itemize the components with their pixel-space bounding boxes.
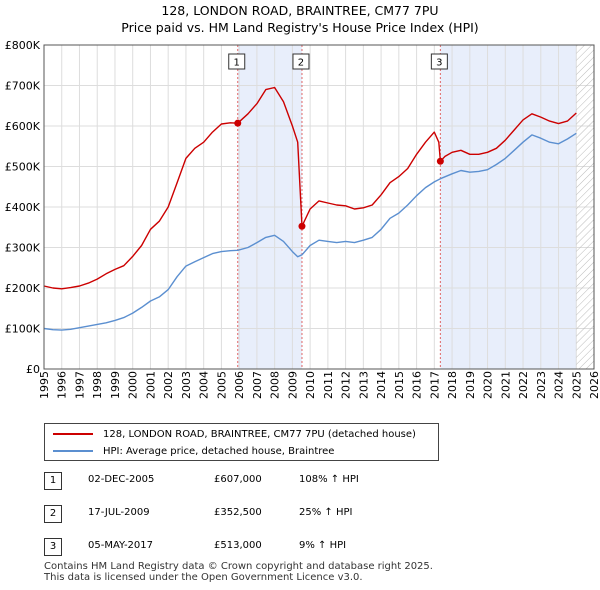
x-tick-label: 2003 (180, 371, 193, 399)
transaction-hpi-diff: 25% ↑ HPI (299, 507, 353, 518)
transaction-badge: 3 (44, 538, 62, 556)
chart-subtitle: Price paid vs. HM Land Registry's House … (121, 20, 479, 35)
x-tick-label: 2014 (375, 371, 388, 399)
y-tick-label: £300K (5, 242, 41, 255)
x-tick-label: 2006 (233, 371, 246, 399)
x-tick-label: 2018 (446, 371, 459, 399)
table-row: 2 17-JUL-2009 £352,500 25% ↑ HPI (44, 505, 444, 525)
y-tick-label: £500K (5, 161, 41, 174)
x-tick-label: 2016 (411, 371, 424, 399)
transaction-price: £513,000 (214, 540, 262, 551)
legend: 128, LONDON ROAD, BRAINTREE, CM77 7PU (d… (44, 423, 439, 461)
legend-hpi-label: HPI: Average price, detached house, Brai… (103, 445, 335, 457)
x-tick-label: 2015 (393, 371, 406, 399)
transaction-date: 17-JUL-2009 (88, 507, 150, 518)
x-tick-label: 2022 (517, 371, 530, 399)
x-tick-label: 2025 (570, 371, 583, 399)
footer-license: This data is licensed under the Open Gov… (44, 572, 363, 583)
transaction-marker-box (292, 53, 310, 70)
footer-copyright: Contains HM Land Registry data © Crown c… (44, 561, 433, 572)
transaction-marker-label: 1 (234, 58, 240, 69)
x-tick-label: 2019 (464, 371, 477, 399)
transaction-point (298, 222, 306, 230)
x-tick-label: 2011 (322, 371, 335, 399)
plot-frame (43, 44, 595, 370)
legend-item-price: 128, LONDON ROAD, BRAINTREE, CM77 7PU (d… (53, 425, 416, 443)
y-tick-label: £200K (5, 282, 41, 295)
x-tick-label: 2024 (553, 371, 566, 399)
x-tick-label: 2004 (198, 371, 211, 399)
transaction-price: £352,500 (214, 507, 262, 518)
x-tick-label: 1997 (73, 371, 86, 399)
x-tick-label: 2000 (127, 371, 140, 399)
x-tick-label: 2026 (588, 371, 600, 399)
legend-price-label: 128, LONDON ROAD, BRAINTREE, CM77 7PU (d… (103, 428, 416, 440)
x-tick-label: 2008 (269, 371, 282, 399)
x-tick-label: 2023 (535, 371, 548, 399)
table-row: 3 05-MAY-2017 £513,000 9% ↑ HPI (44, 538, 444, 558)
forecast-hatch (576, 45, 594, 369)
footer: Contains HM Land Registry data © Crown c… (44, 561, 433, 583)
transaction-marker-box (228, 53, 246, 70)
transaction-badge: 2 (44, 505, 62, 523)
x-tick-label: 2012 (340, 371, 353, 399)
x-tick-label: 2005 (215, 371, 228, 399)
x-tick-label: 2001 (144, 371, 157, 399)
price-paid-line (43, 86, 577, 290)
price-chart: 1 2 3 £0 £100K £200K £300K £400K £500K £600K £700K… (5, 39, 600, 399)
x-tick-label: 1995 (38, 371, 51, 399)
y-tick-label: £800K (5, 39, 41, 52)
x-tick-label: 1996 (56, 371, 69, 399)
x-tick-label: 2021 (499, 371, 512, 399)
y-tick-label: £400K (5, 201, 41, 214)
transaction-date: 02-DEC-2005 (88, 474, 155, 485)
x-tick-label: 2002 (162, 371, 175, 399)
transaction-marker-label: 2 (298, 58, 304, 69)
x-tick-label: 2007 (251, 371, 264, 399)
transaction-marker-box (430, 53, 448, 70)
x-tick-label: 1998 (91, 371, 104, 399)
legend-price-swatch (53, 433, 93, 435)
table-row: 1 02-DEC-2005 £607,000 108% ↑ HPI (44, 472, 444, 492)
x-tick-label: 2013 (357, 371, 370, 399)
x-tick-label: 2020 (482, 371, 495, 399)
y-tick-label: £0 (26, 363, 40, 376)
transaction-price: £607,000 (214, 474, 262, 485)
transaction-hpi-diff: 108% ↑ HPI (299, 474, 359, 485)
transaction-badge: 1 (44, 472, 62, 490)
y-tick-label: £700K (5, 80, 41, 93)
legend-hpi-swatch (53, 450, 93, 452)
x-tick-label: 2009 (286, 371, 299, 399)
hpi-line (43, 132, 577, 331)
y-tick-label: £600K (5, 120, 41, 133)
transaction-hpi-diff: 9% ↑ HPI (299, 540, 347, 551)
x-tick-label: 1999 (109, 371, 122, 399)
y-tick-label: £100K (5, 323, 41, 336)
transaction-point (234, 119, 242, 127)
transaction-point (436, 157, 444, 165)
legend-item-hpi: HPI: Average price, detached house, Brai… (53, 442, 334, 460)
chart-title: 128, LONDON ROAD, BRAINTREE, CM77 7PU (161, 3, 439, 18)
x-tick-label: 2017 (428, 371, 441, 399)
transaction-marker-label: 3 (436, 58, 442, 69)
transaction-date: 05-MAY-2017 (88, 540, 154, 551)
x-tick-label: 2010 (304, 371, 317, 399)
